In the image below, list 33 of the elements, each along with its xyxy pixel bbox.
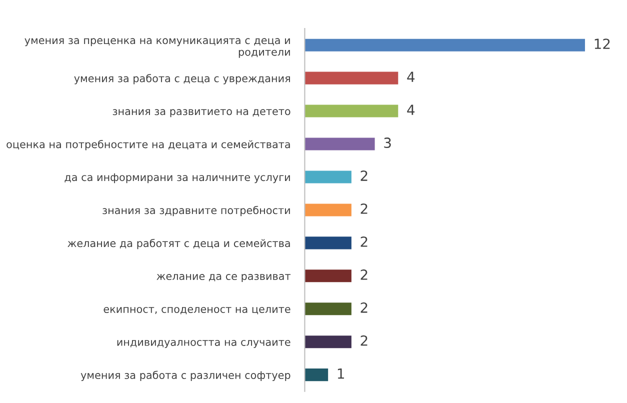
data-label: 3 bbox=[384, 138, 391, 148]
y-tick-label: знания за развитието на детето bbox=[112, 109, 290, 118]
bar bbox=[304, 104, 398, 118]
y-tick-label: знания за здравните потребности bbox=[102, 206, 290, 216]
data-label: 2 bbox=[360, 203, 368, 214]
bar bbox=[304, 204, 352, 216]
y-tick-label: умения за работа с различен софтуер bbox=[80, 370, 290, 382]
y-tick-label: индивидуалността на случаите bbox=[117, 340, 290, 348]
y-tick-label: желание да работят с деца и семейства bbox=[68, 238, 290, 250]
y-tick-label: умения за работа с деца с увреждания bbox=[74, 74, 290, 84]
y-tick-label: оценка на потребностите на децата и семействата bbox=[6, 140, 290, 150]
data-label: 1 bbox=[338, 368, 344, 379]
data-label: 2 bbox=[360, 335, 368, 346]
bar bbox=[304, 270, 352, 282]
y-tick-label: желание да се развиват bbox=[156, 274, 291, 282]
data-label: 2 bbox=[360, 236, 368, 247]
y-tick-label: да са информирани за наличните услуги bbox=[64, 173, 290, 184]
bar bbox=[304, 336, 352, 348]
data-label: 2 bbox=[360, 302, 368, 313]
bar bbox=[304, 72, 398, 84]
bar bbox=[304, 138, 375, 150]
bar bbox=[304, 38, 585, 52]
data-label: 4 bbox=[407, 72, 415, 82]
data-label: 2 bbox=[360, 269, 368, 280]
data-label: 4 bbox=[407, 104, 415, 115]
y-tick-label: умения за преценка на комуникацията с деца и родители bbox=[24, 38, 290, 58]
y-tick-label: екипност, споделеност на целите bbox=[104, 307, 290, 314]
data-label: 12 bbox=[594, 38, 610, 49]
bar bbox=[304, 368, 328, 382]
data-label: 2 bbox=[360, 170, 368, 181]
bar bbox=[304, 236, 352, 250]
bar bbox=[304, 170, 352, 184]
bar bbox=[304, 302, 352, 316]
